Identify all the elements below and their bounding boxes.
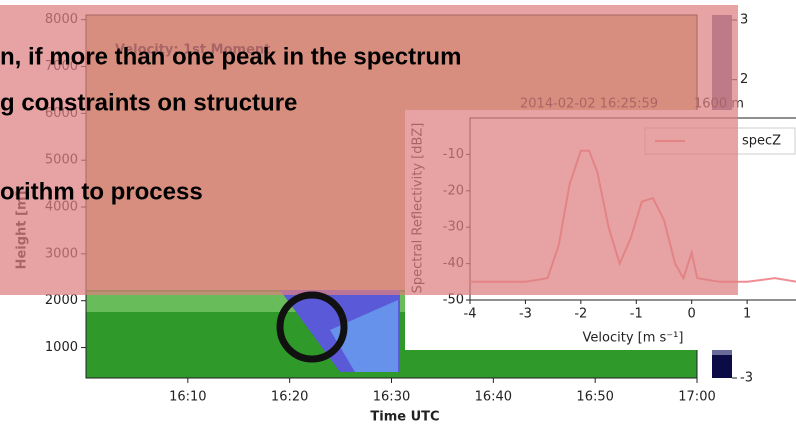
y-tick-label: 1000	[45, 340, 78, 355]
x-tick-label: 16:10	[169, 390, 206, 405]
x-tick-label: 16:50	[576, 390, 613, 405]
colorbar-tick-label: -3	[740, 371, 753, 386]
heatmap-region	[330, 300, 398, 372]
bullet-text: orithm to process	[0, 178, 203, 205]
x-tick-label: 16:20	[271, 390, 308, 405]
x-tick-label: -4	[464, 307, 477, 322]
x-axis-label: Velocity [m s⁻¹]	[583, 331, 684, 346]
x-tick-label: -2	[574, 307, 587, 322]
y-tick-label: 2000	[45, 293, 78, 308]
bullet-text: g constraints on structure	[0, 89, 297, 116]
slide-text: n, if more than one peak in the spectrum…	[0, 43, 461, 205]
x-tick-label: 1	[743, 307, 751, 322]
colorbar-tick-label: 2	[740, 72, 748, 87]
y-tick-label: -50	[443, 293, 464, 308]
x-tick-label: 16:30	[373, 390, 410, 405]
x-tick-label: -3	[519, 307, 532, 322]
colorbar-tick-label: 3	[740, 13, 748, 28]
x-tick-label: 0	[688, 307, 696, 322]
highlight-circle	[276, 291, 348, 363]
x-tick-label: 16:40	[475, 390, 512, 405]
slide-overlay	[0, 5, 738, 295]
x-tick-label: -1	[630, 307, 643, 322]
x-tick-label: 17:00	[678, 390, 715, 405]
legend-label: specZ	[742, 134, 781, 149]
bullet-text: n, if more than one peak in the spectrum	[0, 43, 461, 70]
colorbar	[712, 355, 732, 378]
x-axis-label: Time UTC	[370, 410, 439, 425]
